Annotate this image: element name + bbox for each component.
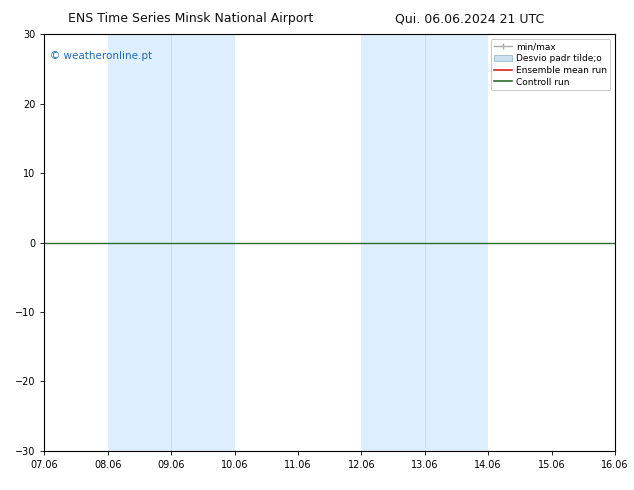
Bar: [171, 34, 235, 451]
Title: ENS Time Series Minsk National Airport    Qui. 06.06.2024 21 UTC: ENS Time Series Minsk National Airport Q…: [0, 489, 1, 490]
Legend: min/max, Desvio padr tilde;o, Ensemble mean run, Controll run: min/max, Desvio padr tilde;o, Ensemble m…: [491, 39, 611, 90]
Bar: [615, 34, 634, 451]
Bar: [425, 34, 488, 451]
Text: © weatheronline.pt: © weatheronline.pt: [50, 51, 152, 61]
Text: ENS Time Series Minsk National Airport: ENS Time Series Minsk National Airport: [67, 12, 313, 25]
Text: Qui. 06.06.2024 21 UTC: Qui. 06.06.2024 21 UTC: [394, 12, 544, 25]
Bar: [108, 34, 171, 451]
Bar: [361, 34, 425, 451]
